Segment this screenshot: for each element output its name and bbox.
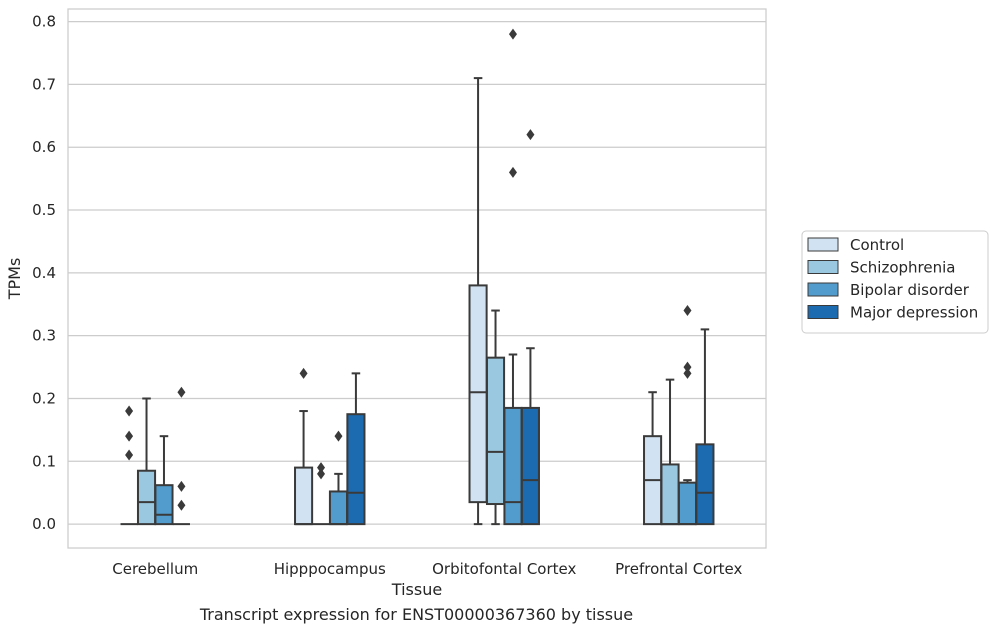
- legend-swatch: [807, 260, 839, 274]
- x-tick-label: Cerebellum: [112, 560, 198, 578]
- outlier-point: [683, 361, 692, 373]
- box-iqr: [136, 469, 157, 526]
- legend-swatch: [807, 282, 839, 297]
- x-axis-label: Tissue: [391, 580, 442, 599]
- y-tick-label: 0.1: [32, 452, 56, 470]
- x-axis-ticks: Cerebellum Hipppocampus Orbitofontal Corte…: [112, 560, 742, 578]
- box-iqr: [695, 443, 715, 526]
- y-tick-label: 0.8: [32, 13, 56, 31]
- box-iqr: [677, 481, 698, 526]
- outlier-point: [508, 166, 517, 178]
- gridlines: [68, 20, 766, 525]
- plot-frame: [67, 8, 767, 549]
- box-iqr: [328, 490, 349, 526]
- x-tick-label: Prefrontal Cortex: [615, 560, 742, 578]
- y-axis-ticks: 0.0 0.1 0.2 0.3 0.4 0.5 0.6 0.7 0.8: [32, 13, 56, 534]
- legend-swatch: [807, 237, 839, 252]
- legend-label: Control: [850, 236, 904, 254]
- box-iqr: [503, 406, 523, 526]
- box-iqr: [346, 413, 366, 526]
- x-tick-label: Orbitofontal Cortex: [432, 560, 576, 578]
- box-iqr: [154, 484, 174, 526]
- outlier-point: [125, 405, 134, 417]
- outlier-point: [125, 430, 134, 442]
- box-series: [120, 28, 715, 526]
- y-tick-label: 0.4: [32, 264, 56, 282]
- outlier-point: [177, 480, 186, 492]
- box-iqr: [468, 284, 488, 504]
- outlier-point: [508, 28, 517, 40]
- y-tick-label: 0.3: [32, 327, 56, 345]
- legend-frame: [801, 230, 989, 334]
- box-iqr: [660, 463, 680, 526]
- box-iqr: [485, 356, 506, 506]
- y-tick-label: 0.2: [32, 389, 56, 407]
- y-tick-label: 0.5: [32, 201, 56, 219]
- figure-caption: Transcript expression for ENST0000036736…: [199, 605, 634, 624]
- outlier-point: [177, 386, 186, 398]
- y-tick-label: 0.0: [32, 515, 56, 533]
- outlier-point: [683, 305, 692, 317]
- legend-label: Bipolar disorder: [850, 281, 970, 299]
- outlier-point: [526, 129, 535, 141]
- legend-swatch: [807, 305, 839, 319]
- outlier-point: [334, 430, 343, 442]
- outlier-point: [317, 462, 326, 474]
- y-tick-label: 0.7: [32, 75, 56, 93]
- outlier-point: [299, 367, 308, 379]
- outlier-point: [683, 367, 692, 379]
- box-iqr: [294, 466, 314, 526]
- outlier-point: [317, 468, 326, 480]
- x-tick-label: Hipppocampus: [274, 560, 386, 578]
- legend-label: Major depression: [850, 304, 978, 322]
- box-iqr: [520, 406, 540, 526]
- legend-label: Schizophrenia: [850, 259, 955, 277]
- outlier-point: [177, 499, 186, 511]
- outlier-point: [125, 449, 134, 461]
- y-axis-label: TPMs: [5, 258, 24, 301]
- legend: Control Schizophrenia Bipolar disorder Majo…: [801, 230, 989, 334]
- y-tick-label: 0.6: [32, 138, 56, 156]
